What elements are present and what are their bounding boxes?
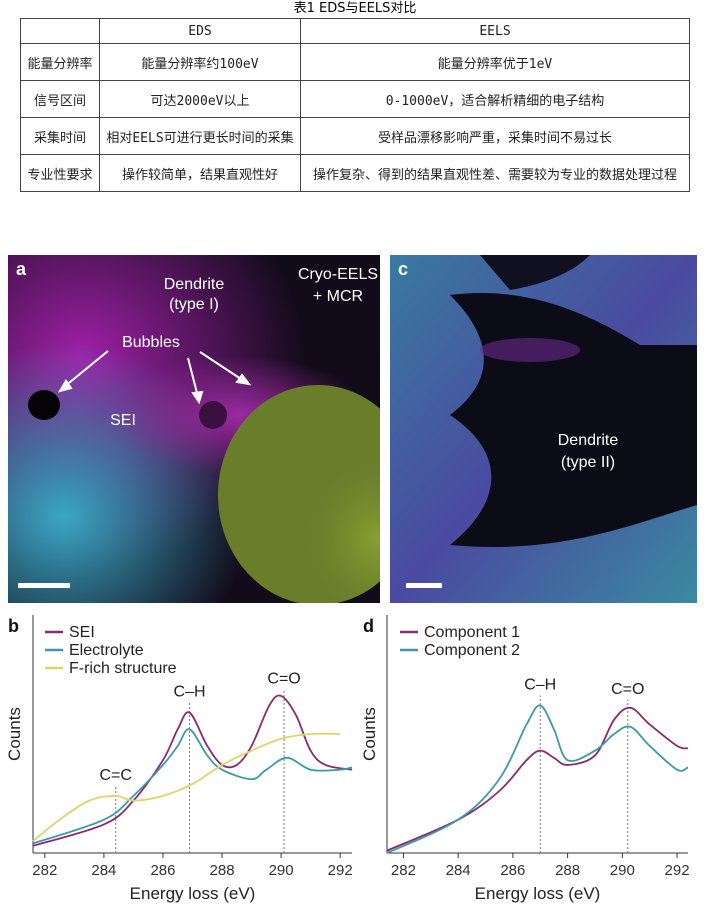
annotation-label: C=O: [611, 681, 644, 698]
legend-label: F-rich structure: [69, 660, 177, 677]
table-cell: 操作复杂、得到的结果直观性差、需要较为专业的数据处理过程: [300, 154, 690, 192]
annotation: Dendrite: [164, 276, 225, 293]
annotation-label: C=C: [99, 767, 131, 784]
comparison-table: 表1 EDS与EELS对比 EDS EELS 能量分辨率 能量分辨率约100eV 能…: [20, 0, 690, 192]
x-tick-label: 284: [446, 862, 471, 879]
x-tick-label: 286: [500, 862, 525, 879]
scale-bar: [18, 583, 70, 588]
panel-texts: c Dendrite (type II): [398, 259, 618, 471]
table: EDS EELS 能量分辨率 能量分辨率约100eV 能量分辨率优于1eV 信号区间可…: [20, 18, 690, 192]
corner-cell: [20, 18, 100, 44]
y-axis-label: Counts: [5, 707, 24, 761]
region: [218, 385, 380, 603]
bubble: [199, 401, 227, 429]
panel-label: b: [8, 616, 19, 636]
region: [480, 338, 580, 362]
series-line: [32, 694, 353, 847]
annotation: Bubbles: [122, 334, 180, 351]
row-header: 能量分辨率: [20, 43, 100, 81]
scale-bar: [406, 583, 442, 588]
table-caption: 表1 EDS与EELS对比: [293, 1, 417, 16]
row-header: 信号区间: [20, 80, 100, 118]
bubble: [28, 390, 60, 420]
panel-label: d: [363, 616, 374, 636]
x-tick-label: 282: [391, 862, 416, 879]
x-tick-label: 290: [610, 862, 635, 879]
annotation: + MCR: [313, 288, 363, 305]
legend-label: Electrolyte: [69, 642, 144, 659]
x-tick-label: 288: [210, 862, 235, 879]
annotation-label: C–H: [524, 676, 556, 693]
column-header: EELS: [300, 18, 690, 44]
annotation: (type I): [169, 296, 219, 313]
legend-label: Component 2: [424, 642, 520, 659]
panel-texts: a Dendrite (type I) Cryo-EELS + MCR Bubb…: [16, 259, 378, 429]
table-cell: 受样品漂移影响严重，采集时间不易过长: [300, 117, 690, 155]
legend-label: Component 1: [424, 624, 520, 641]
panel-a-image: a Dendrite (type I) Cryo-EELS + MCR Bubb…: [8, 255, 380, 603]
annotation-label: C=O: [267, 671, 300, 688]
table-row: 专业性要求 操作较简单，结果直观性好 操作复杂、得到的结果直观性差、需要较为专业的数…: [20, 154, 690, 192]
table-row: 采集时间 相对EELS可进行更长时间的采集 受样品漂移影响严重，采集时间不易过长: [20, 117, 690, 155]
table-cell: 可达2000eV以上: [99, 80, 301, 118]
dendrite-region: [480, 255, 590, 290]
panel-label: c: [398, 259, 408, 279]
annotation: (type II): [561, 454, 615, 471]
table-cell: 能量分辨率优于1eV: [300, 43, 690, 81]
table-cell: 相对EELS可进行更长时间的采集: [99, 117, 301, 155]
annotation: Cryo-EELS: [298, 266, 378, 283]
chart-d: 282 284 286 288 290 292 Energy loss (eV) Counts…: [360, 615, 690, 903]
x-tick-label: 292: [328, 862, 353, 879]
legend-label: SEI: [69, 624, 95, 641]
series-line: [32, 728, 353, 845]
arrows: [57, 350, 252, 405]
x-axis-label: Energy loss (eV): [130, 884, 256, 903]
x-tick-label: 282: [32, 862, 57, 879]
row-header: 专业性要求: [20, 154, 100, 192]
row-header: 采集时间: [20, 117, 100, 155]
chart-b: 282 284 286 288 290 292 Energy loss (eV) Counts…: [5, 615, 353, 903]
table-row: 能量分辨率 能量分辨率约100eV 能量分辨率优于1eV: [20, 43, 690, 81]
table-cell: 操作较简单，结果直观性好: [99, 154, 301, 192]
x-tick-label: 290: [269, 862, 294, 879]
series-line: [386, 704, 689, 854]
column-header: EDS: [99, 18, 301, 44]
annotation: SEI: [110, 412, 136, 429]
series-line: [32, 732, 341, 842]
table-cell: 能量分辨率约100eV: [99, 43, 301, 81]
x-tick-label: 286: [150, 862, 175, 879]
panel-label: a: [16, 259, 27, 279]
x-axis-label: Energy loss (eV): [475, 884, 601, 903]
annotation: Dendrite: [558, 432, 619, 449]
annotation-label: C–H: [174, 684, 206, 701]
table-cell: 0-1000eV，适合解析精细的电子结构: [300, 80, 690, 118]
table-row: 信号区间 可达2000eV以上 0-1000eV，适合解析精细的电子结构: [20, 80, 690, 118]
panel-c-image: c Dendrite (type II): [390, 255, 697, 603]
x-tick-label: 292: [665, 862, 690, 879]
x-tick-label: 288: [555, 862, 580, 879]
x-tick-label: 284: [91, 862, 116, 879]
y-axis-label: Counts: [360, 707, 379, 761]
series-line: [386, 706, 689, 852]
